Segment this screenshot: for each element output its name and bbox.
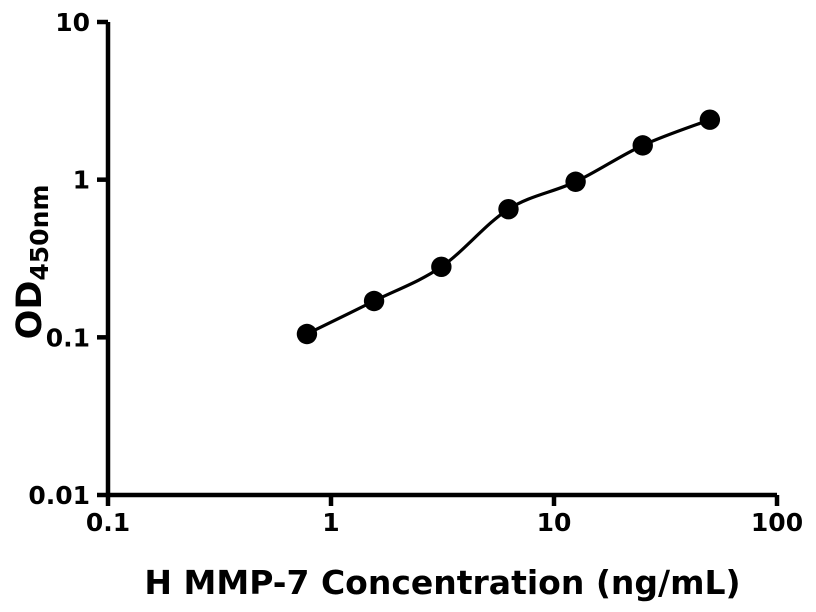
- data-point: [565, 171, 586, 192]
- y-tick-label: 0.01: [28, 481, 90, 510]
- data-point: [363, 290, 385, 312]
- y-axis-title-main: OD: [10, 281, 50, 340]
- data-point: [632, 135, 653, 156]
- data-point: [498, 198, 519, 220]
- y-tick-label: 1: [73, 166, 90, 195]
- x-tick-label: 10: [537, 508, 572, 537]
- data-point: [296, 323, 318, 345]
- data-point: [699, 109, 721, 130]
- data-point: [431, 256, 452, 278]
- x-tick-label: 100: [751, 508, 803, 537]
- y-axis-title-subscript: 450nm: [25, 185, 54, 281]
- x-axis-title: H MMP-7 Concentration (ng/mL): [144, 563, 740, 602]
- x-tick-label: 0.1: [86, 508, 130, 537]
- y-tick-label: 0.1: [46, 323, 90, 352]
- y-axis-title: OD450nm: [10, 185, 54, 340]
- y-tick-label: 10: [55, 8, 90, 37]
- x-tick-label: 1: [322, 508, 339, 537]
